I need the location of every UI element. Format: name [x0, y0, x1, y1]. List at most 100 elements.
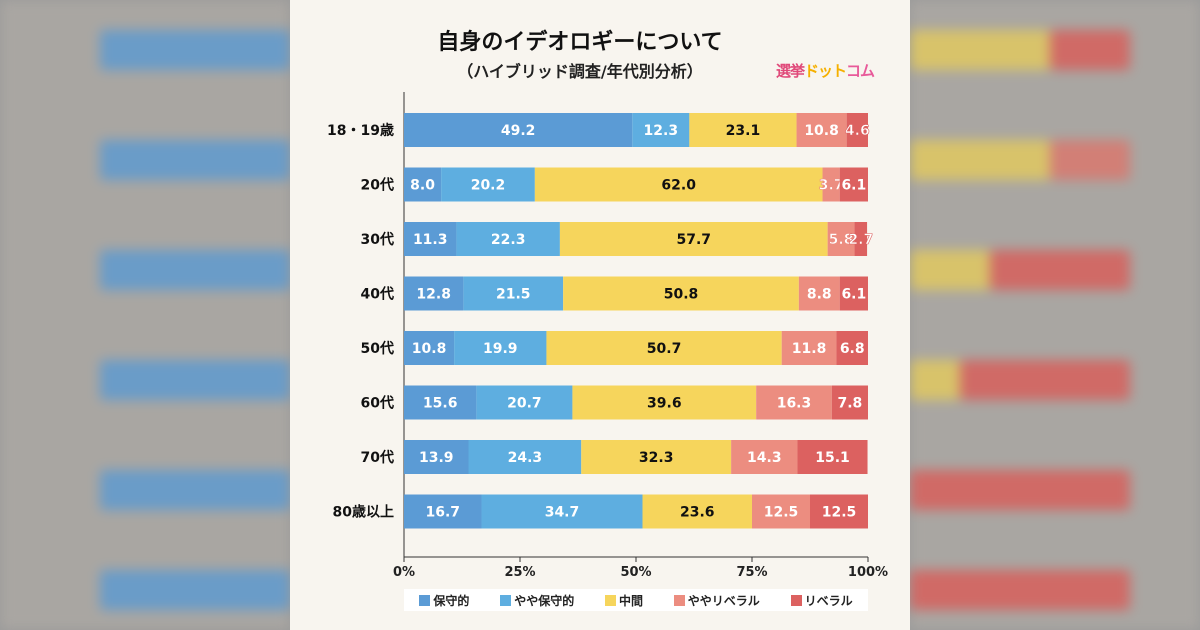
- data-label: 2.7: [848, 232, 873, 248]
- category-label: 80歳以上: [333, 504, 394, 521]
- legend-swatch: [500, 594, 512, 606]
- data-label: 16.7: [425, 505, 460, 521]
- bar-segment: [810, 494, 868, 529]
- x-tick-label: 50%: [620, 565, 651, 580]
- data-label: 23.6: [680, 505, 715, 521]
- bar-segment: [404, 331, 455, 365]
- bar-segment: [831, 385, 868, 420]
- bar-segment: [797, 440, 868, 474]
- data-label: 50.8: [664, 287, 699, 303]
- category-label: 30代: [361, 231, 394, 248]
- blurred-background-left: [0, 0, 290, 630]
- data-label: 50.7: [647, 341, 682, 357]
- chart-panel: 自身のイデオロギーについて （ハイブリッド調査/年代別分析） 選挙ドットコム 0…: [290, 0, 910, 630]
- bar-segment: [642, 494, 752, 529]
- logo: 選挙ドットコム: [776, 62, 875, 80]
- data-label: 20.2: [471, 178, 506, 194]
- legend-item: 中間: [604, 592, 643, 609]
- data-label: 22.3: [491, 232, 526, 248]
- bar-segment: [468, 440, 582, 474]
- bar-segment: [454, 331, 547, 365]
- legend-item: ややリベラル: [673, 592, 760, 609]
- data-label: 12.5: [764, 505, 799, 521]
- bar-segment: [534, 167, 823, 202]
- data-label: 34.7: [545, 505, 580, 521]
- data-label: 21.5: [496, 287, 531, 303]
- legend-item: リベラル: [790, 592, 853, 609]
- legend-label: やや保守的: [514, 593, 575, 608]
- data-label: 8.0: [410, 178, 435, 194]
- data-label: 49.2: [501, 123, 536, 139]
- bar-segment: [839, 167, 868, 202]
- data-label: 6.1: [841, 287, 866, 303]
- bar-segment: [798, 276, 840, 311]
- chart-title: 自身のイデオロギーについて: [437, 30, 723, 55]
- data-label: 14.3: [747, 450, 782, 466]
- legend-label: 保守的: [433, 593, 470, 608]
- bar-segment: [404, 222, 457, 256]
- data-label: 39.6: [647, 396, 682, 412]
- bar-segment: [752, 494, 810, 529]
- x-tick-label: 100%: [848, 565, 888, 580]
- bar-segment: [404, 113, 633, 147]
- bar-segment: [689, 113, 797, 147]
- legend-swatch: [604, 594, 616, 606]
- data-label: 7.8: [837, 396, 862, 412]
- data-label: 3.7: [819, 178, 844, 194]
- bar-segment: [756, 385, 832, 420]
- legend-label: ややリベラル: [687, 593, 760, 608]
- category-label: 50代: [361, 340, 394, 357]
- data-label: 12.5: [822, 505, 857, 521]
- bar-segment: [481, 494, 643, 529]
- bar-segment: [456, 222, 560, 256]
- x-tick-label: 25%: [504, 565, 535, 580]
- bar-segment: [559, 222, 828, 256]
- legend-item: 保守的: [419, 592, 469, 609]
- bar-segment: [846, 113, 868, 147]
- data-label: 57.7: [676, 232, 711, 248]
- bar-segment: [731, 440, 798, 474]
- bar-segment: [781, 331, 837, 365]
- data-label: 15.6: [423, 396, 458, 412]
- data-label: 12.8: [416, 287, 451, 303]
- bar-segment: [404, 385, 477, 420]
- data-label: 11.3: [413, 232, 448, 248]
- x-tick-label: 75%: [736, 565, 767, 580]
- data-label: 32.3: [639, 450, 674, 466]
- x-tick-label: 0%: [393, 565, 415, 580]
- legend-item: やや保守的: [500, 592, 574, 609]
- data-label: 8.8: [807, 287, 832, 303]
- legend-swatch: [419, 594, 431, 606]
- category-label: 40代: [361, 286, 394, 303]
- bar-segment: [476, 385, 573, 420]
- category-label: 20代: [361, 177, 394, 194]
- bar-segment: [441, 167, 535, 202]
- bar-segment: [463, 276, 564, 311]
- bar-segment: [572, 385, 757, 420]
- data-label: 4.6: [845, 123, 870, 139]
- legend-label: リベラル: [804, 593, 853, 608]
- bar-segment: [563, 276, 799, 311]
- legend-swatch: [790, 594, 802, 606]
- blurred-background-right: [910, 0, 1200, 630]
- data-label: 20.7: [507, 396, 542, 412]
- data-label: 62.0: [661, 178, 696, 194]
- bar-segment: [854, 222, 868, 256]
- data-label: 10.8: [804, 123, 839, 139]
- bar-segment: [404, 167, 442, 202]
- data-label: 13.9: [419, 450, 454, 466]
- bar-segment: [827, 222, 855, 256]
- data-label: 12.3: [644, 123, 679, 139]
- bar-segment: [404, 440, 469, 474]
- legend: 保守的 やや保守的 中間 ややリベラル リベラル: [404, 589, 868, 611]
- category-label: 70代: [361, 449, 394, 466]
- data-label: 5.8: [829, 232, 854, 248]
- bar-segment: [546, 331, 782, 365]
- data-label: 11.8: [792, 341, 827, 357]
- data-label: 6.8: [840, 341, 865, 357]
- stacked-bar-chart: 0% 25% 50% 75% 100% 18・19歳 49.2 12.3 23.1 10.8 4.6…: [327, 92, 888, 580]
- category-label: 60代: [361, 395, 394, 412]
- data-label: 23.1: [726, 123, 761, 139]
- bar-segment: [404, 276, 464, 311]
- data-label: 15.1: [815, 450, 850, 466]
